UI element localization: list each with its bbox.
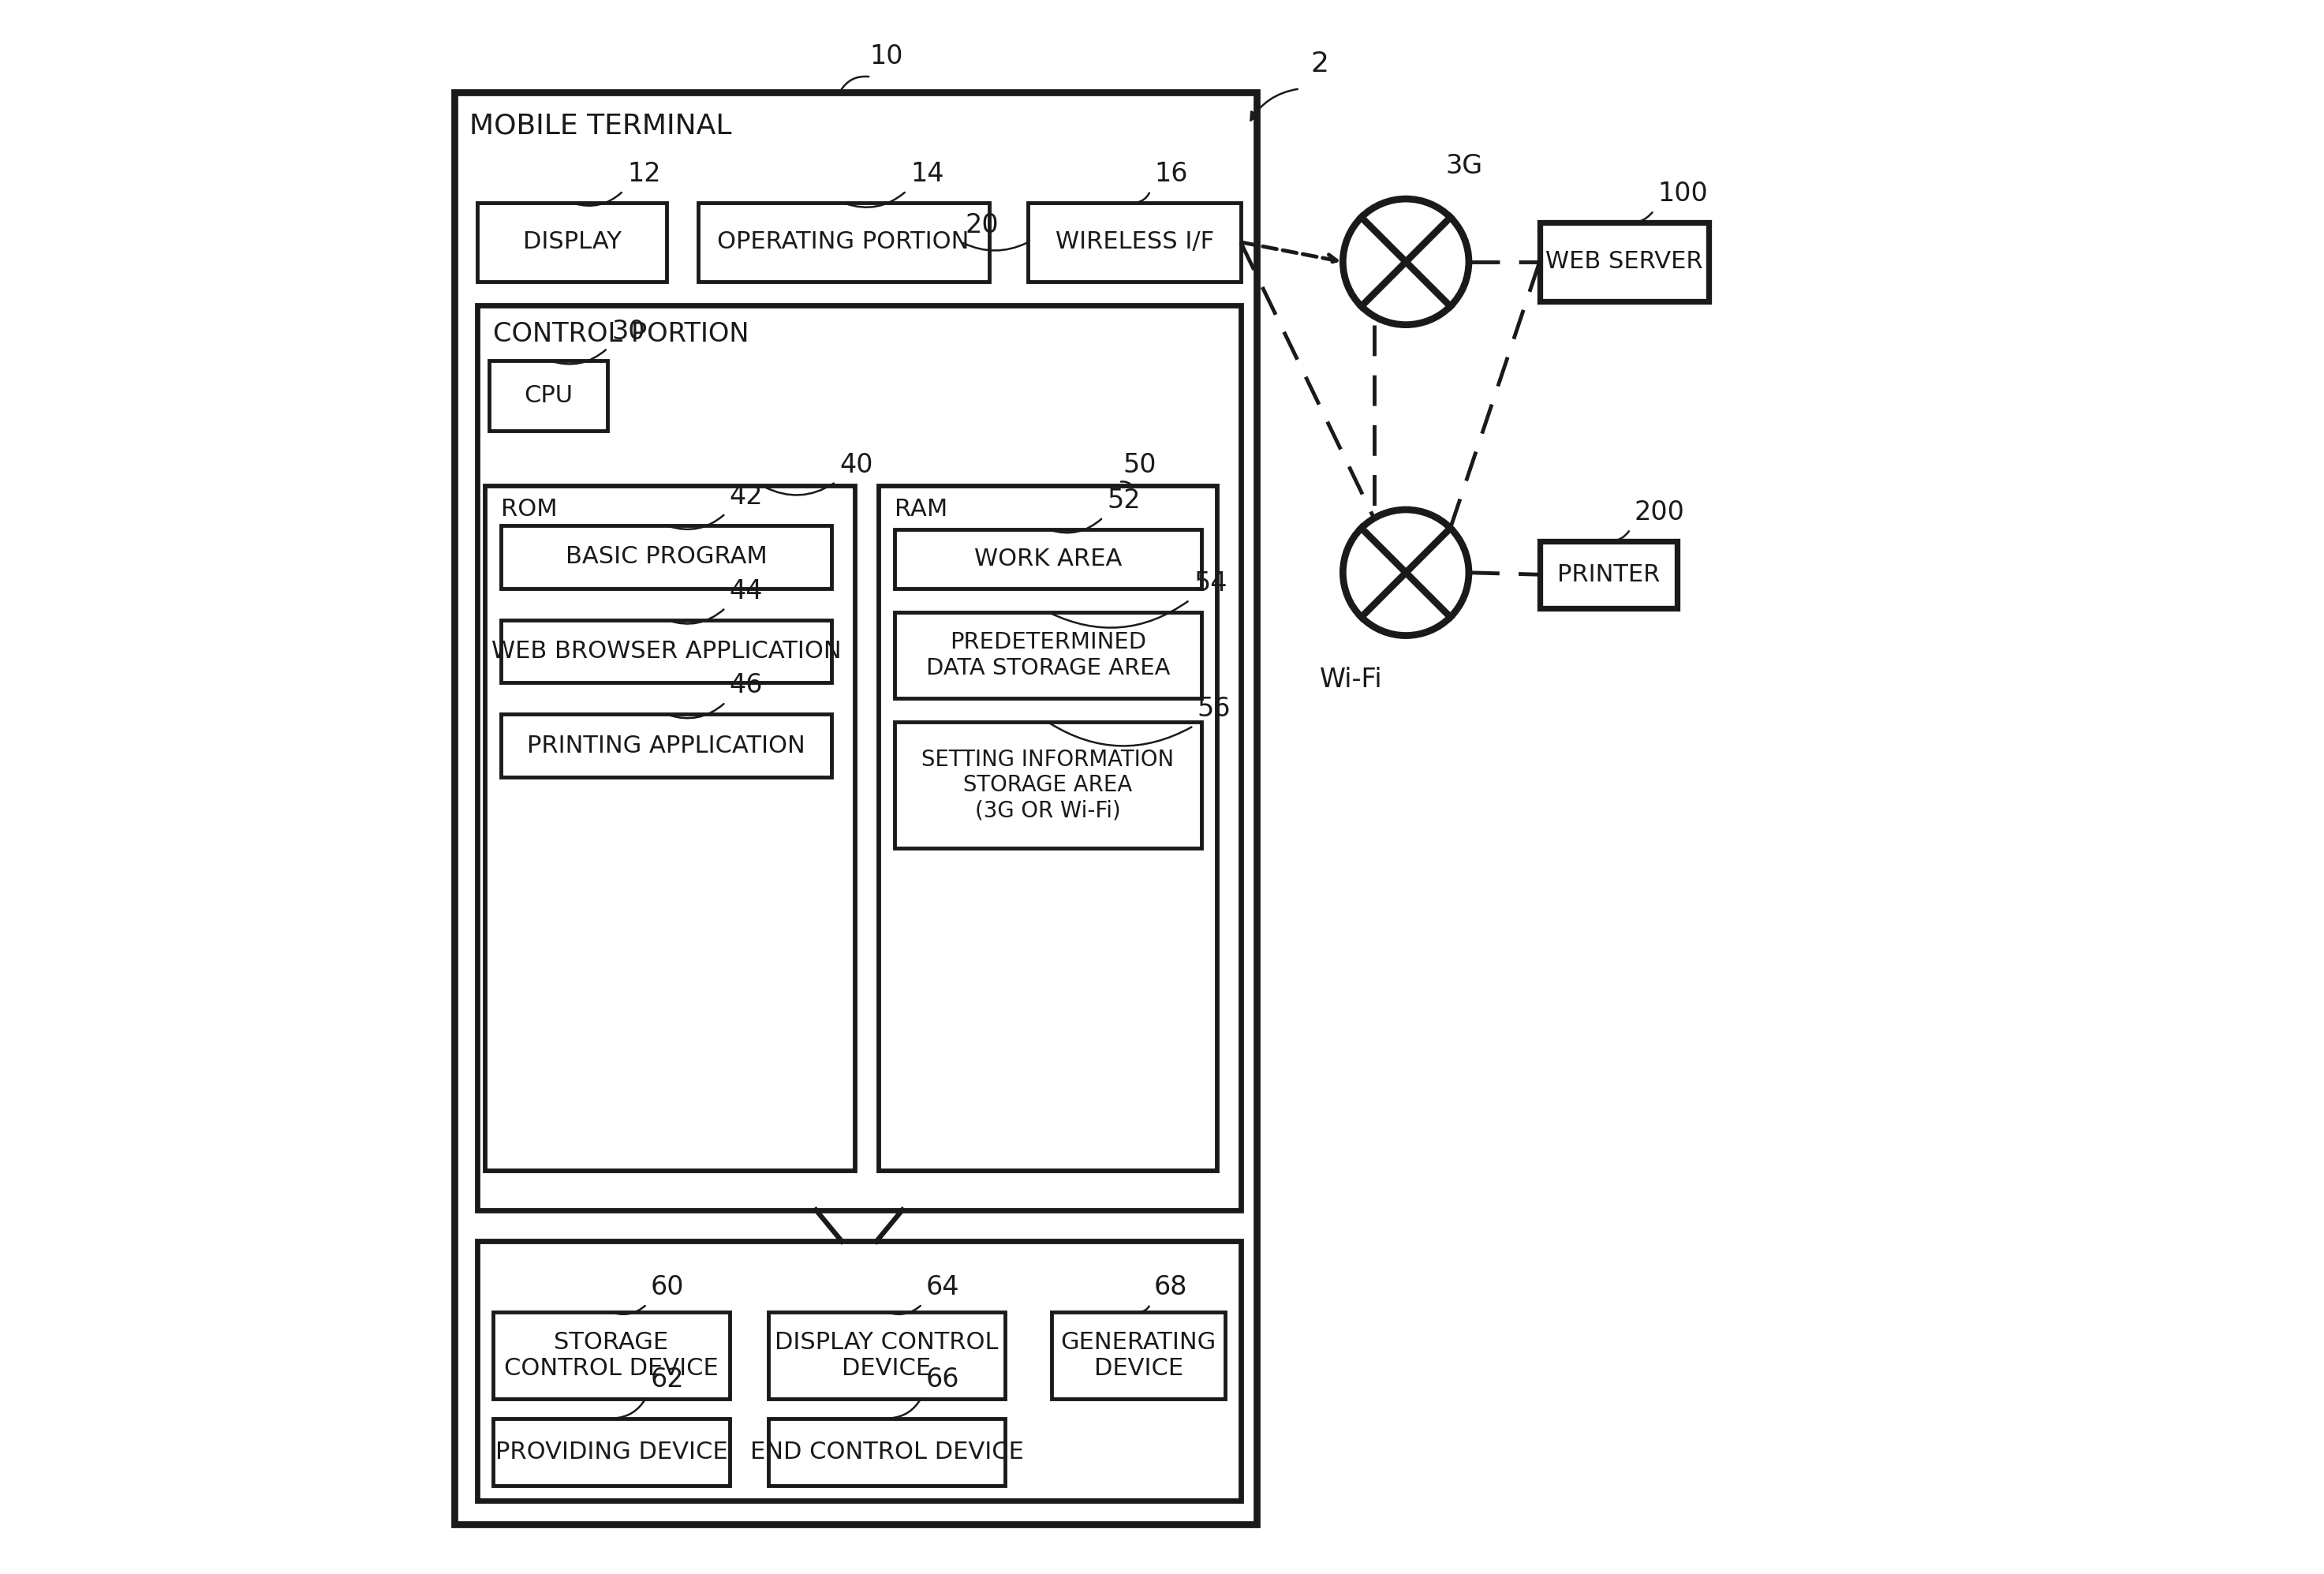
FancyArrowPatch shape — [841, 77, 869, 91]
Text: 3G: 3G — [1446, 153, 1483, 179]
Bar — [502, 715, 832, 778]
FancyArrowPatch shape — [1627, 212, 1652, 224]
Text: 14: 14 — [911, 161, 944, 187]
Text: PRINTING APPLICATION: PRINTING APPLICATION — [528, 733, 806, 757]
Text: PRINTER: PRINTER — [1557, 563, 1659, 586]
Text: SETTING INFORMATION
STORAGE AREA
(3G OR Wi-Fi): SETTING INFORMATION STORAGE AREA (3G OR … — [923, 748, 1174, 822]
Bar — [878, 486, 1218, 1171]
FancyArrowPatch shape — [614, 1398, 646, 1418]
FancyArrowPatch shape — [1611, 530, 1629, 541]
Bar — [486, 486, 855, 1171]
Bar — [769, 1418, 1004, 1486]
Text: RAM: RAM — [895, 497, 948, 521]
FancyArrowPatch shape — [614, 1306, 646, 1314]
Text: 64: 64 — [925, 1275, 960, 1300]
FancyArrowPatch shape — [1120, 482, 1132, 485]
Text: WIRELESS I/F: WIRELESS I/F — [1055, 231, 1213, 253]
Text: 66: 66 — [925, 1366, 960, 1393]
Text: CONTROL PORTION: CONTROL PORTION — [493, 321, 748, 346]
Text: DISPLAY CONTROL
DEVICE: DISPLAY CONTROL DEVICE — [774, 1330, 999, 1380]
Text: BASIC PROGRAM: BASIC PROGRAM — [565, 546, 767, 568]
Text: 42: 42 — [730, 483, 762, 510]
FancyArrowPatch shape — [1050, 519, 1102, 532]
Text: 62: 62 — [651, 1366, 683, 1393]
FancyArrowPatch shape — [551, 349, 607, 364]
Text: OPERATING PORTION: OPERATING PORTION — [718, 231, 969, 253]
Text: 200: 200 — [1634, 499, 1685, 526]
Bar — [479, 203, 667, 282]
FancyArrowPatch shape — [1050, 724, 1192, 746]
Text: 2: 2 — [1311, 50, 1329, 77]
Text: WEB SERVER: WEB SERVER — [1545, 250, 1703, 274]
Text: 68: 68 — [1155, 1275, 1188, 1300]
Bar — [493, 1313, 730, 1399]
FancyArrowPatch shape — [1136, 194, 1150, 203]
Text: DISPLAY: DISPLAY — [523, 231, 621, 253]
Text: 56: 56 — [1197, 696, 1232, 722]
Bar — [479, 305, 1241, 1210]
Bar — [895, 612, 1202, 699]
Text: 50: 50 — [1122, 452, 1157, 478]
Text: WEB BROWSER APPLICATION: WEB BROWSER APPLICATION — [490, 641, 841, 663]
Text: 10: 10 — [869, 42, 904, 69]
Text: 20: 20 — [964, 212, 999, 238]
FancyArrowPatch shape — [846, 192, 904, 208]
Bar — [769, 1313, 1004, 1399]
FancyArrowPatch shape — [888, 1306, 920, 1314]
FancyArrowPatch shape — [1250, 90, 1297, 120]
Text: Wi-Fi: Wi-Fi — [1320, 667, 1383, 693]
Text: 44: 44 — [730, 578, 762, 604]
FancyArrowPatch shape — [1141, 1306, 1148, 1313]
FancyArrowPatch shape — [669, 515, 723, 529]
FancyArrowPatch shape — [765, 483, 834, 496]
FancyArrowPatch shape — [669, 704, 723, 718]
Bar — [697, 203, 990, 282]
FancyArrowPatch shape — [669, 609, 723, 623]
Text: 12: 12 — [627, 161, 660, 187]
Text: PREDETERMINED
DATA STORAGE AREA: PREDETERMINED DATA STORAGE AREA — [925, 631, 1169, 678]
FancyArrowPatch shape — [888, 1398, 920, 1418]
Text: MOBILE TERMINAL: MOBILE TERMINAL — [469, 112, 732, 139]
Bar — [1027, 203, 1241, 282]
Text: 30: 30 — [611, 318, 644, 345]
Text: 46: 46 — [730, 672, 762, 699]
Bar — [453, 93, 1257, 1525]
FancyArrowPatch shape — [964, 242, 1027, 250]
Bar — [895, 722, 1202, 848]
Text: 60: 60 — [651, 1275, 683, 1300]
Text: STORAGE
CONTROL DEVICE: STORAGE CONTROL DEVICE — [504, 1330, 718, 1380]
FancyArrowPatch shape — [1050, 601, 1188, 628]
Text: 16: 16 — [1155, 161, 1188, 187]
Bar — [493, 1418, 730, 1486]
Bar — [1053, 1313, 1225, 1399]
FancyArrowPatch shape — [574, 192, 621, 206]
Text: GENERATING
DEVICE: GENERATING DEVICE — [1060, 1330, 1215, 1380]
Bar — [502, 620, 832, 683]
Text: CPU: CPU — [523, 384, 572, 408]
Bar — [479, 1242, 1241, 1502]
Text: WORK AREA: WORK AREA — [974, 548, 1122, 570]
Text: END CONTROL DEVICE: END CONTROL DEVICE — [751, 1440, 1023, 1464]
Bar — [1538, 541, 1678, 608]
Bar — [895, 529, 1202, 589]
Bar — [1538, 222, 1708, 301]
Text: 54: 54 — [1195, 570, 1227, 597]
Text: 52: 52 — [1106, 488, 1141, 513]
Text: PROVIDING DEVICE: PROVIDING DEVICE — [495, 1440, 727, 1464]
Bar — [502, 526, 832, 589]
Text: ROM: ROM — [502, 497, 558, 521]
Text: 100: 100 — [1657, 181, 1708, 206]
Bar — [490, 360, 607, 431]
Text: 40: 40 — [839, 452, 874, 478]
